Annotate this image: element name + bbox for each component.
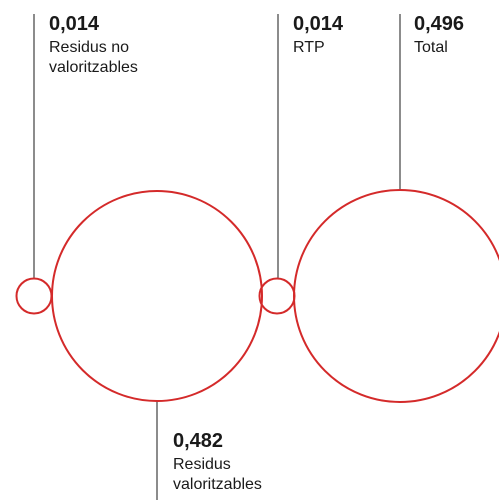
- text-total: Total: [414, 39, 448, 56]
- value-total: 0,496: [414, 13, 465, 35]
- text-rtp: RTP: [293, 39, 325, 56]
- bubble-total: [293, 189, 499, 403]
- text-residus-valoritzables-line2: valoritzables: [173, 476, 262, 493]
- label-residus-valoritzables: 0,482 Residus valoritzables: [173, 430, 262, 495]
- label-rtp: 0,014 RTP: [293, 13, 343, 58]
- text-residus-no-valoritzables-line2: valoritzables: [49, 59, 138, 76]
- text-residus-no-valoritzables-line1: Residus no: [49, 39, 130, 56]
- value-rtp: 0,014: [293, 13, 344, 35]
- label-total: 0,496 Total: [414, 13, 464, 58]
- bubble-residus-no-valoritzables: [15, 277, 53, 315]
- text-residus-valoritzables-line1: Residus: [173, 456, 231, 473]
- value-residus-valoritzables: 0,482: [173, 430, 224, 452]
- label-residus-no-valoritzables: 0,014 Residus no valoritzables: [49, 13, 138, 78]
- bubble-residus-valoritzables: [51, 190, 263, 402]
- value-residus-no-valoritzables: 0,014: [49, 13, 100, 35]
- bubble-rtp: [258, 277, 296, 315]
